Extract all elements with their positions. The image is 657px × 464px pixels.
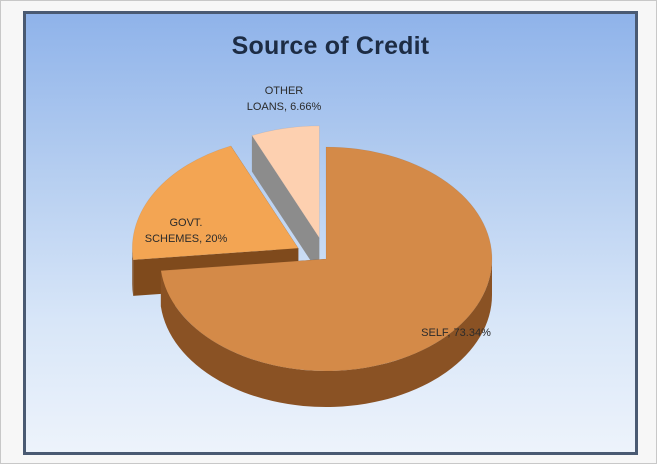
pie-slice-govt-schemes — [132, 145, 299, 261]
pie-slice-self — [160, 146, 493, 372]
chart-title: Source of Credit — [231, 32, 430, 60]
chart-panel: Source of Credit SELF, 73.34% GOVT. SCHEME… — [23, 11, 638, 455]
slice-rim-self — [160, 259, 493, 407]
slice-wall-start-other-loans — [251, 135, 320, 274]
data-label-govt-schemes: GOVT. SCHEMES, 20% — [145, 217, 228, 245]
data-label-other-loans: OTHER LOANS, 6.66% — [247, 85, 322, 113]
pie-slice-other-loans — [251, 125, 320, 239]
pie-chart: SELF, 73.34% GOVT. SCHEMES, 20% OTHER LOANS,… — [132, 85, 493, 407]
data-label-self: SELF, 73.34% — [421, 327, 491, 339]
slice-rim-govt-schemes — [132, 248, 134, 296]
